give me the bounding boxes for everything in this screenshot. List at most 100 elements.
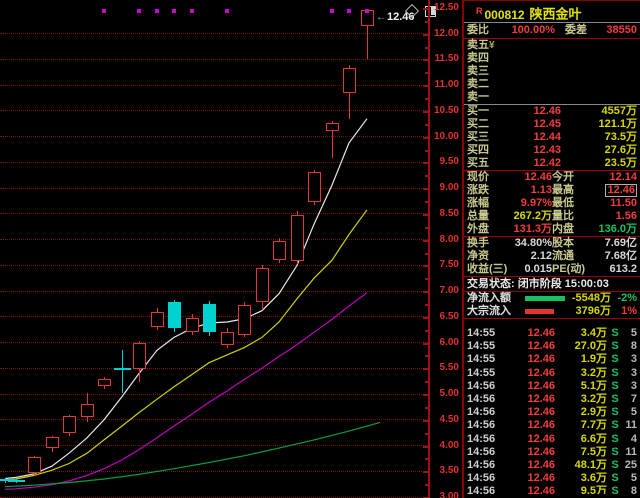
tick-time: 14:56 xyxy=(467,432,496,445)
tick-count: 5 xyxy=(630,472,637,485)
ma-longest-green xyxy=(4,421,381,488)
stat-value: 1.13 xyxy=(530,184,552,196)
sell-level-price xyxy=(499,39,561,52)
tick-side: S xyxy=(611,419,619,432)
stat-value: 131.3万 xyxy=(513,223,552,235)
gridline xyxy=(0,136,428,137)
tick-count: 5 xyxy=(630,406,637,419)
status-label: 交易状态: xyxy=(467,278,515,290)
tick-side: S xyxy=(611,353,619,366)
yen-icon: ¥ xyxy=(489,40,495,51)
tick-side: S xyxy=(611,472,619,485)
tick-count: 5 xyxy=(630,327,637,339)
magenta-mark-dot xyxy=(155,9,159,13)
sell-level-row[interactable]: 卖五¥ xyxy=(464,39,640,52)
tick-side: S xyxy=(611,392,619,405)
buy-level-label: 买五 xyxy=(467,157,489,169)
tick-price: 12.46 xyxy=(527,445,555,458)
arrow-left-icon: ← xyxy=(376,12,386,23)
tick-side: S xyxy=(611,406,619,419)
stat-row: 总量 267.2万 量比 1.56 xyxy=(464,210,640,223)
tick-volume: 3.2万 xyxy=(580,366,607,379)
magenta-mark-dot xyxy=(225,9,229,13)
tick-price: 12.46 xyxy=(527,366,555,379)
tick-side: S xyxy=(611,432,619,445)
tick-volume: 7.5万 xyxy=(580,445,607,458)
stat-label: 量比 xyxy=(552,210,574,222)
buy-level-row[interactable]: 买二 12.45 121.1万 xyxy=(464,118,640,131)
stat-label: 今开 xyxy=(552,171,574,183)
candle-body xyxy=(114,368,131,370)
kline-chart[interactable]: ←12.46 12.50 12.00 11.50 11.00 10.50 10.00 9.5… xyxy=(0,0,462,498)
tick-row: 14:56 12.46 3.6万 S 5 xyxy=(464,472,640,485)
sell-level-row[interactable]: 卖四 xyxy=(464,52,640,65)
tick-volume: 3.6万 xyxy=(580,472,607,485)
tick-count: 4 xyxy=(630,432,637,445)
tick-time: 14:56 xyxy=(467,392,496,405)
stock-title[interactable]: R 000812 陕西金叶 xyxy=(464,1,640,23)
stat-value: 2.12 xyxy=(530,250,552,262)
magenta-mark-dot xyxy=(102,9,106,13)
sell-level-label: 卖四 xyxy=(467,52,489,64)
gridline xyxy=(0,471,428,472)
tick-side: S xyxy=(611,445,619,458)
tick-time: 14:56 xyxy=(467,458,496,471)
tick-side: S xyxy=(611,366,619,379)
stat-row: 净资 2.12 流通 7.68亿 xyxy=(464,250,640,263)
tick-time: 14:55 xyxy=(467,353,496,366)
buy-level-row[interactable]: 买一 12.46 4557万 xyxy=(464,105,640,118)
stat-value: 136.0万 xyxy=(598,223,637,235)
tick-row: 14:55 12.46 3.2万 S 3 xyxy=(464,367,640,380)
candle-body xyxy=(343,68,356,93)
gridline xyxy=(0,445,428,446)
tick-price: 12.46 xyxy=(527,485,555,494)
sell-level-row[interactable]: 卖二 xyxy=(464,78,640,91)
candle-body xyxy=(203,304,216,333)
candle-body xyxy=(28,457,41,473)
sell-level-price xyxy=(499,91,561,104)
stat-label: 股本 xyxy=(552,237,574,249)
buy-level-volume: 73.5万 xyxy=(604,131,637,143)
stat-value: 12.46 xyxy=(524,171,552,183)
candle-body xyxy=(238,305,251,335)
tick-volume: 5.1万 xyxy=(580,379,607,392)
stat-value: 12.14 xyxy=(609,171,637,183)
buy-level-row[interactable]: 买四 12.43 27.6万 xyxy=(464,144,640,157)
stat-value: 0.015 xyxy=(524,263,552,275)
stat-value: 12.46 xyxy=(574,184,637,197)
stat-value: 1.56 xyxy=(615,210,637,222)
sell-level-volume xyxy=(561,65,637,78)
money-flow-rows: 净流入额 -5548万 -2% 大宗流入 3796万 1% xyxy=(464,292,640,319)
candle-wick xyxy=(332,121,333,159)
stat-label: PE(动) xyxy=(552,263,585,275)
quote-panel: R 000812 陕西金叶 委比 100.00% 委差 38550 卖五¥ 卖四 卖三卖… xyxy=(462,0,640,498)
tick-price: 12.46 xyxy=(527,472,555,485)
axis-tick-label: 4.00 xyxy=(439,440,459,451)
stat-row: 现价 12.46 今开 12.14 xyxy=(464,171,640,184)
tick-row: 14:55 12.46 1.9万 S 3 xyxy=(464,353,640,366)
tick-side: S xyxy=(611,379,619,392)
window-mark-icon[interactable] xyxy=(425,6,436,17)
axis-tick-label: 9.50 xyxy=(439,156,459,167)
sell-level-row[interactable]: 卖一 xyxy=(464,91,640,104)
axis-tick-label: 10.00 xyxy=(433,131,459,142)
weibi-label: 委比 xyxy=(467,24,489,36)
sell-level-row[interactable]: 卖三 xyxy=(464,65,640,78)
buy-level-volume: 23.5万 xyxy=(604,157,637,169)
stat-label: 涨幅 xyxy=(467,197,489,209)
buy-level-volume: 27.6万 xyxy=(604,144,637,156)
sell-level-price xyxy=(499,52,561,65)
axis-tick-label: 7.00 xyxy=(439,285,459,296)
magenta-mark-dot xyxy=(347,9,351,13)
axis-tick-label: 11.00 xyxy=(434,79,459,90)
buy-level-row[interactable]: 买五 12.42 23.5万 xyxy=(464,157,640,170)
buy-level-row[interactable]: 买三 12.44 73.5万 xyxy=(464,131,640,144)
candle-body xyxy=(308,172,321,202)
axis-tick-label: 11.50 xyxy=(434,53,459,64)
tick-time: 14:56 xyxy=(467,379,496,392)
tick-row: 14:56 12.46 7.5万 S 11 xyxy=(464,446,640,459)
gridline xyxy=(0,188,428,189)
last-price-value: 12.46 xyxy=(387,11,415,23)
gridline xyxy=(0,419,428,420)
last-price-tag: ←12.46 xyxy=(376,11,415,24)
